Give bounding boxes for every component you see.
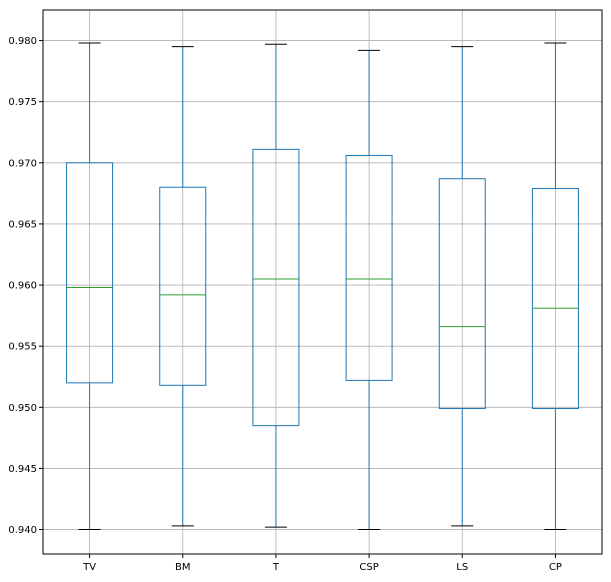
box-iqr [66,162,114,384]
y-tick-label: 0.980 [8,36,37,47]
axes-frame [42,9,603,555]
x-tick-label-ls: LS [456,562,468,573]
y-tick-label: 0.945 [8,464,37,475]
axes-layer: 0.940 0.945 0.950 0.955 0.960 0.965 0.970 0.975… [8,9,603,573]
box-group-bm [159,46,207,527]
x-tick-label-tv: TV [82,562,96,573]
x-tick-label-cp: CP [549,562,562,573]
x-tick-label-t: T [272,562,280,573]
box-group-ls [438,46,486,527]
y-tick-label: 0.950 [8,403,37,414]
y-tick-label: 0.975 [8,97,37,108]
box-group-csp [345,49,393,531]
box-iqr [252,148,300,427]
x-tick-label-csp: CSP [359,562,378,573]
box-layer [66,42,579,531]
grid-layer [43,10,602,554]
y-tick-label: 0.960 [8,281,37,292]
box-group-tv [66,42,114,531]
box-iqr [438,178,486,410]
box-iqr [531,187,579,410]
y-tick-label: 0.940 [8,525,37,536]
y-tick-label: 0.970 [8,158,37,169]
box-group-cp [531,42,579,531]
box-iqr [159,186,207,386]
box-group-t [252,43,300,528]
x-tick-label-bm: BM [175,562,191,573]
y-tick-label: 0.965 [8,219,37,230]
y-tick-label: 0.955 [8,342,37,353]
box-iqr [345,154,393,381]
